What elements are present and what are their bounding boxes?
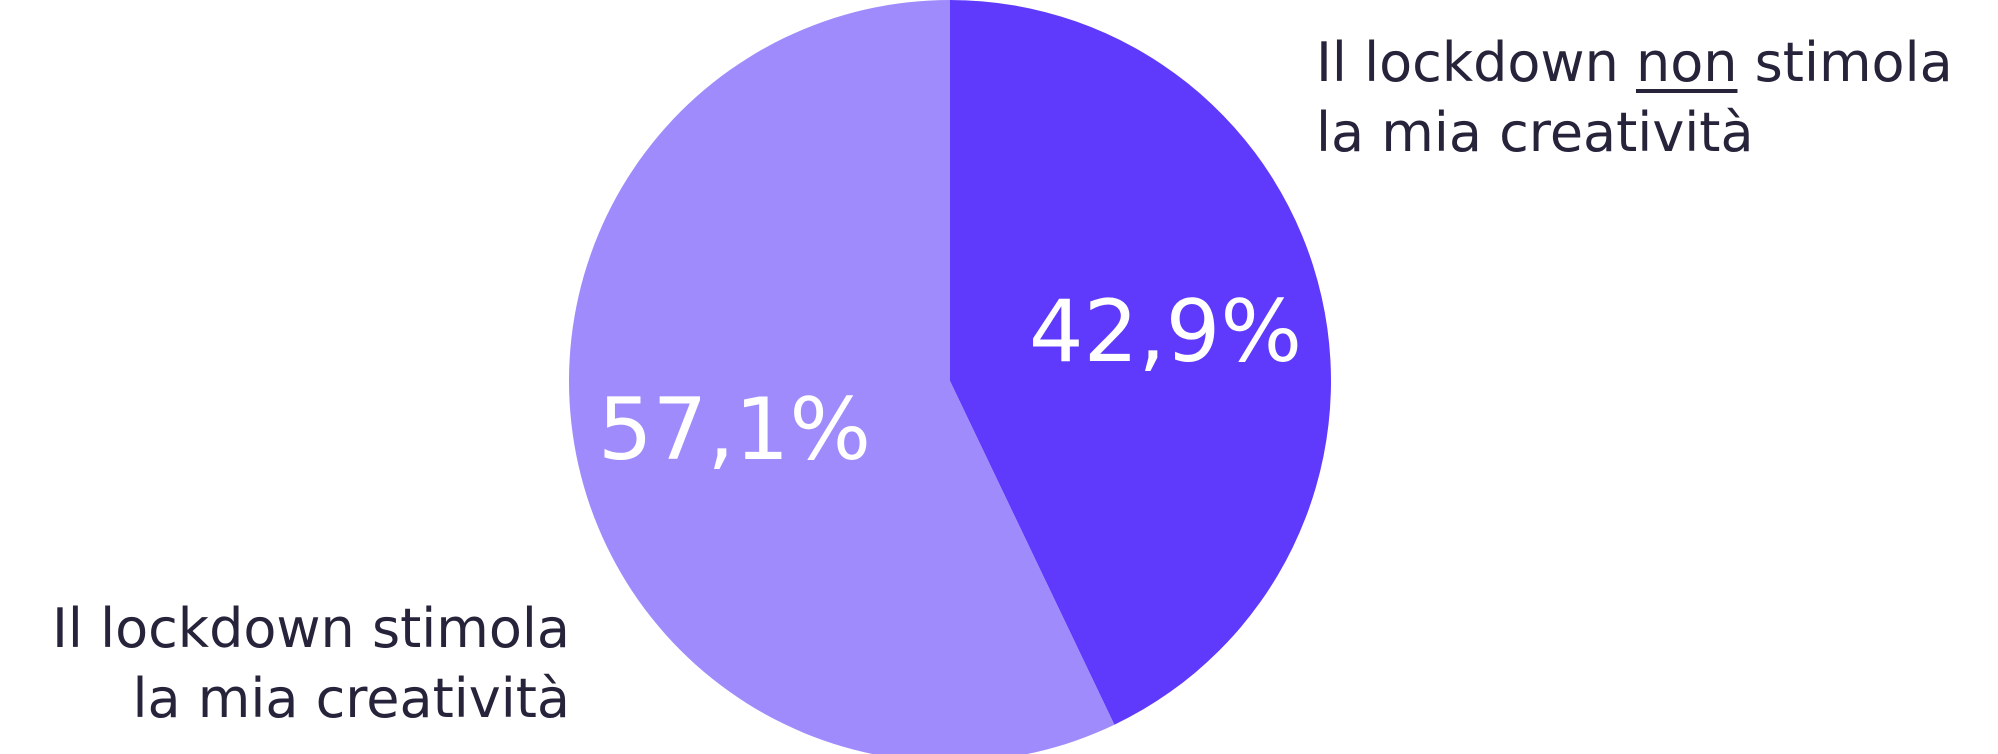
legend-right-line-1-after: stimola bbox=[1737, 31, 1953, 94]
legend-right-line-2: la mia creatività bbox=[1316, 98, 1953, 168]
pie-slice-1 bbox=[569, 0, 1115, 754]
pie-labels: 42,9% 57,1% bbox=[598, 282, 1302, 480]
legend-left-line-2-text: la mia creatività bbox=[132, 667, 570, 730]
legend-left-line-2: la mia creatività bbox=[52, 664, 570, 734]
legend-left-line-1: Il lockdown stimola bbox=[52, 594, 570, 664]
legend-right-line-2-text: la mia creatività bbox=[1316, 101, 1754, 164]
legend-right-line-1-before: Il lockdown bbox=[1316, 31, 1636, 94]
pie-slice-0 bbox=[950, 0, 1331, 725]
legend-left-line-1-text: Il lockdown stimola bbox=[51, 597, 570, 660]
legend-right-line-1: Il lockdown non stimola bbox=[1316, 28, 1953, 98]
pie-slices bbox=[569, 0, 1331, 754]
legend-label-stimola: Il lockdown stimola la mia creatività bbox=[52, 594, 570, 734]
slice-value-label-0: 42,9% bbox=[1029, 282, 1302, 382]
legend-right-underlined-word: non bbox=[1635, 31, 1738, 94]
slice-value-label-1: 57,1% bbox=[598, 380, 871, 480]
legend-label-non-stimola: Il lockdown non stimola la mia creativit… bbox=[1316, 28, 1953, 168]
